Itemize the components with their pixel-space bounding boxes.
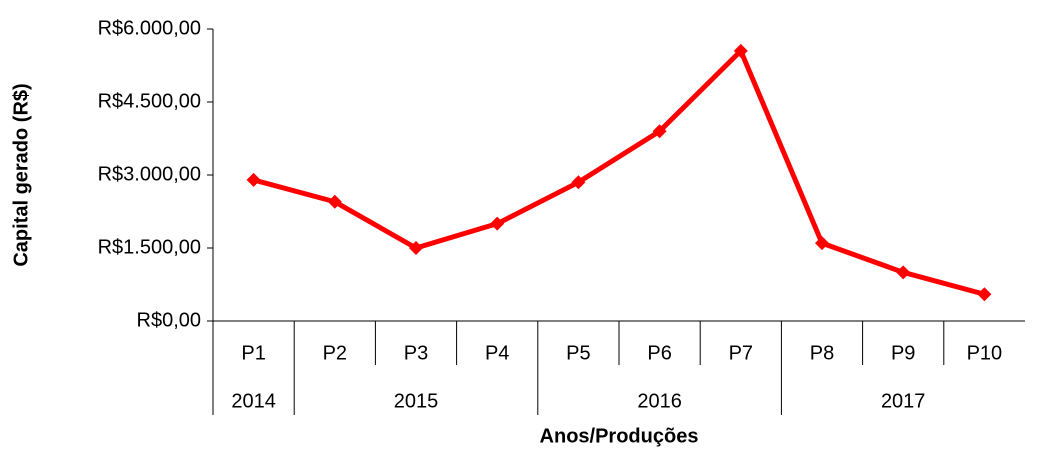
x-tick-label: P7 xyxy=(729,342,753,364)
group-label: 2016 xyxy=(637,390,682,412)
x-tick-label: P2 xyxy=(323,342,347,364)
y-tick-label: R$1.500,00 xyxy=(98,236,201,258)
x-tick-label: P4 xyxy=(485,342,509,364)
y-tick-label: R$0,00 xyxy=(137,309,202,331)
y-tick-label: R$6.000,00 xyxy=(98,17,201,39)
data-marker xyxy=(733,43,748,58)
group-label: 2015 xyxy=(394,390,439,412)
data-marker xyxy=(815,236,829,251)
data-marker xyxy=(327,194,342,209)
data-marker xyxy=(409,241,423,255)
data-line xyxy=(252,48,986,297)
data-marker xyxy=(571,175,586,190)
x-tick-label: P1 xyxy=(241,342,265,364)
x-tick-label: P5 xyxy=(566,342,590,364)
x-tick-label: P10 xyxy=(967,342,1003,364)
y-tick-label: R$3.000,00 xyxy=(98,163,201,185)
x-tick-label: P3 xyxy=(404,342,428,364)
data-marker xyxy=(246,172,261,187)
group-label: 2014 xyxy=(231,390,276,412)
data-marker xyxy=(896,265,911,280)
data-marker xyxy=(977,287,992,302)
data-marker xyxy=(490,216,505,231)
data-marker xyxy=(652,124,667,139)
x-tick-label: P8 xyxy=(810,342,834,364)
x-axis-title: Anos/Produções xyxy=(540,425,699,447)
group-label: 2017 xyxy=(881,390,926,412)
x-tick-label: P9 xyxy=(891,342,915,364)
x-tick-label: P6 xyxy=(647,342,671,364)
y-axis-title: Capital gerado (R$) xyxy=(10,83,32,266)
y-tick-label: R$4.500,00 xyxy=(98,90,201,112)
